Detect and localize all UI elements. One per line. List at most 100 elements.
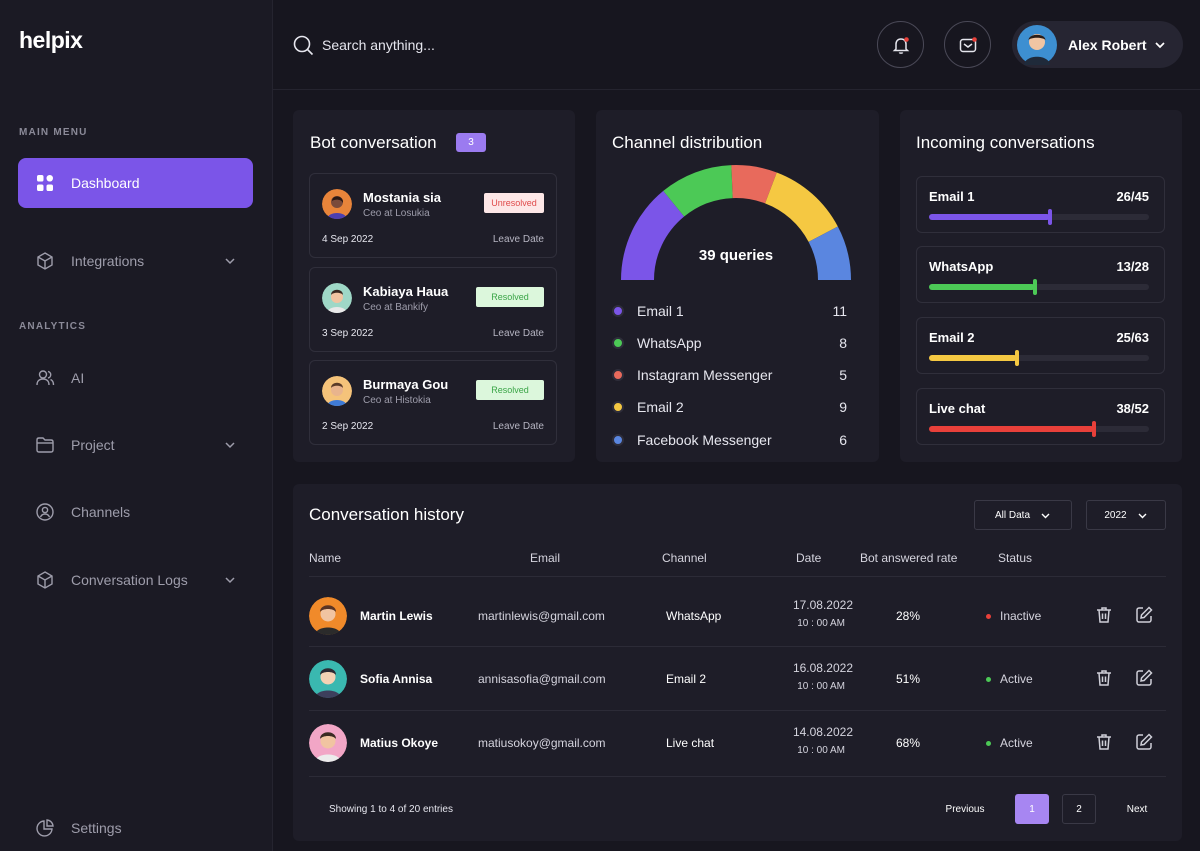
legend-value: 5 [839,367,847,383]
progress-handle[interactable] [1048,209,1052,225]
page-2-button[interactable]: 2 [1062,794,1096,824]
avatar [322,189,352,219]
conversation-date: 3 Sep 2022 [322,328,374,339]
sidebar-item-settings[interactable]: Settings [18,803,253,851]
status-label: Inactive [1000,609,1042,623]
previous-page-button[interactable]: Previous [945,803,985,815]
row-status: Active [986,672,1033,686]
legend-swatch [612,401,624,413]
avatar [309,660,347,698]
column-header-status[interactable]: Status [998,551,1033,565]
sidebar-item-conversation-logs[interactable]: Conversation Logs [18,555,253,605]
sidebar-item-dashboard[interactable]: Dashboard [18,158,253,208]
list-item[interactable]: Kabiaya Haua Ceo at Bankify Resolved 3 S… [309,267,557,352]
progress-handle[interactable] [1015,350,1019,366]
list-item[interactable]: Burmaya Gou Ceo at Histokia Resolved 2 S… [309,360,557,445]
leave-date-label: Leave Date [492,421,544,432]
notifications-button[interactable] [877,21,924,68]
chart-slice-instagram-messenger[interactable] [731,165,777,204]
contact-role: Ceo at Histokia [363,395,431,406]
progress-track [929,209,1149,225]
table-row[interactable]: Martin Lewis martinlewis@gmail.com Whats… [293,584,1182,647]
column-header-rate[interactable]: Bot answered rate [860,551,958,565]
analytics-label: ANALYTICS [19,321,87,332]
main-menu-label: MAIN MENU [19,127,88,138]
chart-slice-whatsapp[interactable] [663,165,733,217]
conversation-date: 2 Sep 2022 [322,421,374,432]
edit-icon[interactable] [1134,605,1154,625]
search-input[interactable] [322,37,582,53]
channel-name: WhatsApp [929,259,994,274]
table-row[interactable]: Matius Okoye matiusokoy@gmail.com Live c… [293,711,1182,774]
mail-icon [959,36,977,52]
avatar [1017,24,1057,65]
legend-swatch [612,434,624,446]
chart-slice-email-2[interactable] [765,172,838,242]
avatar [309,724,347,762]
contact-role: Ceo at Bankify [363,302,429,313]
card-title: Bot conversation [310,133,437,152]
search-bar[interactable] [293,33,593,57]
row-channel: WhatsApp [666,609,722,623]
search-icon [293,35,314,55]
table-row[interactable]: Sofia Annisa annisasofia@gmail.com Email… [293,647,1182,710]
column-header-channel[interactable]: Channel [662,551,707,565]
status-badge: Unresolved [484,193,544,213]
leave-date-label: Leave Date [492,328,544,339]
sidebar-item-project[interactable]: Project [18,420,253,470]
status-badge: Resolved [476,380,544,400]
column-header-email[interactable]: Email [530,551,561,565]
conversation-count-badge: 3 [456,133,486,152]
edit-icon[interactable] [1134,732,1154,752]
row-time: 10 : 00 AM [797,745,845,756]
edit-icon[interactable] [1134,668,1154,688]
data-filter-dropdown[interactable]: All Data [974,500,1072,530]
trash-icon[interactable] [1094,605,1114,625]
channel-name: Email 2 [929,330,975,345]
sidebar: helpix MAIN MENU Dashboard Integrations … [0,0,273,851]
chart-slice-email-1[interactable] [621,190,685,280]
column-header-name[interactable]: Name [309,551,342,565]
year-filter-dropdown[interactable]: 2022 [1086,500,1166,530]
sidebar-item-channels[interactable]: Channels [18,487,253,537]
leave-date-label: Leave Date [492,234,544,245]
progress-handle[interactable] [1092,421,1096,437]
next-page-button[interactable]: Next [1126,803,1148,815]
bell-icon [892,36,909,54]
sidebar-item-label: Project [71,437,115,453]
progress-fill [929,426,1094,432]
sidebar-item-integrations[interactable]: Integrations [18,236,253,286]
row-channel: Email 2 [666,672,707,686]
legend-label: Email 1 [637,303,684,319]
pagination-summary: Showing 1 to 4 of 20 entries [329,804,453,815]
contact-name: Kabiaya Haua [363,284,449,299]
status-dot [986,676,991,682]
row-name: Sofia Annisa [360,672,433,686]
avatar [322,376,352,406]
user-menu[interactable]: Alex Robert [1012,21,1183,68]
chart-slice-facebook-messenger[interactable] [808,226,851,280]
sidebar-item-label: Dashboard [71,175,140,191]
trash-icon[interactable] [1094,668,1114,688]
app-logo[interactable]: helpix [19,27,83,53]
progress-handle[interactable] [1032,279,1037,295]
channel-ratio: 25/63 [1116,330,1149,345]
row-rate: 51% [895,672,921,686]
progress-track [929,421,1149,437]
chevron-down-icon [225,442,235,449]
sidebar-item-ai[interactable]: AI [18,353,253,403]
row-rate: 68% [895,736,921,750]
bot-conversation-card: Bot conversation 3 Mostania sia Ceo at L… [293,110,575,462]
row-channel: Live chat [666,736,715,750]
progress-item: WhatsApp 13/28 [916,246,1165,303]
page-1-button[interactable]: 1 [1015,794,1049,824]
user-name: Alex Robert [1068,36,1147,53]
card-title: Channel distribution [612,133,763,152]
list-item[interactable]: Mostania sia Ceo at Losukia Unresolved 4… [309,173,557,258]
trash-icon[interactable] [1094,732,1114,752]
chart-center-label: 39 queries [699,247,773,264]
messages-button[interactable] [944,21,991,68]
incoming-conversations-card: Incoming conversations Email 1 26/45 Wha… [900,110,1182,462]
status-badge: Resolved [476,287,544,307]
column-header-date[interactable]: Date [796,551,822,565]
